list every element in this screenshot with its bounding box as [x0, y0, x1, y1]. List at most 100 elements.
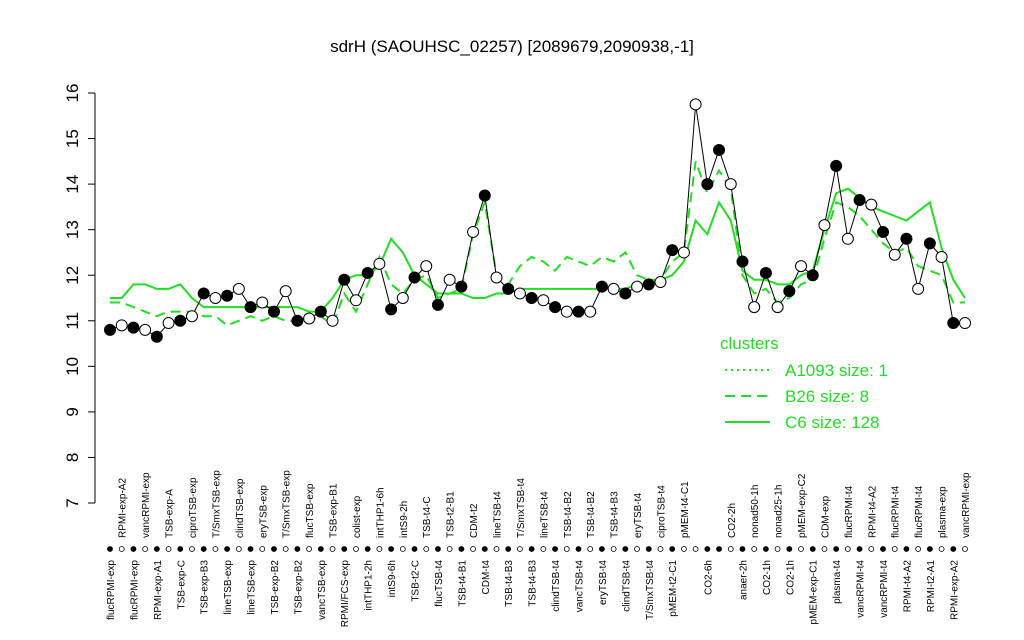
condition-dot — [388, 546, 394, 552]
condition-dot — [634, 546, 640, 552]
condition-dot — [247, 546, 254, 552]
point — [373, 257, 386, 270]
point — [666, 244, 679, 257]
x-tick-label: TSB-exp-B1 — [329, 483, 340, 538]
point — [701, 178, 714, 191]
point — [502, 282, 515, 295]
x-tick-label: TSB-t2-C — [411, 560, 422, 602]
point — [431, 298, 444, 311]
condition-dot — [704, 546, 711, 552]
condition-dot — [856, 546, 863, 552]
x-tick-label: ciproTSB-t4 — [656, 485, 667, 538]
x-tick-label: plasma-exp — [938, 486, 949, 538]
x-tick-label: anaer-2h — [738, 560, 749, 600]
x-tick-label: RPMI-t4-A2 — [867, 485, 878, 538]
x-tick-label: pMEM-exp-C2 — [797, 473, 808, 538]
cluster-line — [110, 160, 965, 327]
y-tick-label: 11 — [63, 312, 82, 330]
x-tick-label: intTHP1-6h — [375, 487, 386, 538]
condition-dot — [153, 546, 160, 552]
point — [279, 285, 292, 298]
point — [455, 280, 468, 293]
condition-dot — [224, 546, 231, 552]
x-tick-label: flucRPMI-t4 — [891, 485, 902, 538]
condition-dot — [528, 546, 535, 552]
point — [713, 143, 726, 156]
x-tick-label: TSB-t4-B3 — [610, 491, 621, 538]
condition-dot — [774, 546, 781, 552]
x-tick-label: nonad25-1h — [774, 485, 785, 538]
y-tick-label: 15 — [63, 129, 82, 148]
condition-dot — [118, 546, 125, 552]
point — [420, 260, 433, 273]
condition-dot — [751, 546, 758, 552]
point — [759, 266, 772, 279]
x-tick-label: lineTSB-t4 — [493, 491, 504, 538]
point — [467, 225, 480, 238]
point — [443, 273, 456, 286]
point — [314, 305, 327, 318]
point — [560, 305, 573, 318]
condition-dot — [329, 546, 336, 552]
x-tick-label: TSB-t4-C — [422, 496, 433, 538]
point — [865, 198, 878, 211]
point — [361, 266, 374, 279]
y-tick-label: 7 — [63, 498, 82, 507]
chart-title: sdrH (SAOUHSC_02257) [2089679,2090938,-1… — [330, 37, 694, 56]
point — [349, 294, 362, 307]
point — [771, 301, 784, 314]
condition-dot — [657, 546, 664, 552]
condition-dot — [142, 546, 149, 552]
point — [326, 314, 339, 327]
y-tick-label: 10 — [63, 357, 82, 376]
x-tick-label: vancRPMI-t4 — [879, 560, 890, 618]
condition-dot — [376, 546, 383, 552]
x-tick-label: plasma-t4 — [832, 560, 843, 604]
point — [607, 282, 620, 295]
condition-dot — [306, 546, 313, 552]
x-tick-label: vancTSB-t4 — [574, 560, 585, 613]
condition-dot — [622, 546, 629, 552]
x-tick-label: CDM-t2 — [469, 503, 480, 538]
condition-dot — [353, 546, 359, 552]
condition-dot — [200, 546, 207, 552]
x-tick-label: flucTSB-exp — [305, 483, 316, 538]
x-tick-label: vancTSB-exp — [317, 560, 328, 620]
x-tick-label: flucRPMI-exp — [129, 560, 140, 620]
x-tick-label: RPMI-exp-A2 — [118, 478, 129, 538]
point — [959, 317, 971, 330]
point — [584, 305, 597, 318]
point — [127, 321, 140, 334]
condition-dot — [739, 546, 746, 552]
condition-dot — [809, 546, 816, 552]
point — [478, 189, 491, 202]
point — [525, 292, 538, 304]
x-tick-label: TSB-t4-B3 — [528, 560, 539, 607]
point — [162, 317, 175, 330]
condition-dot — [458, 546, 465, 552]
point — [303, 312, 316, 325]
condition-dot — [727, 546, 734, 552]
x-tick-label: T/SmxTSB-exp — [211, 470, 222, 538]
condition-dot — [915, 546, 922, 552]
x-tick-label: lineTSB-exp — [247, 560, 258, 615]
condition-dot — [189, 546, 195, 552]
point — [185, 310, 198, 323]
condition-dot — [505, 546, 512, 552]
x-tick-label: eryTSB-exp — [258, 485, 269, 538]
y-tick-label: 12 — [63, 266, 82, 285]
point — [221, 289, 234, 302]
point — [267, 305, 280, 318]
x-tick-label: T/SmxTSB-exp — [282, 470, 293, 538]
point — [900, 232, 913, 245]
x-tick-label: CO2-1h — [785, 560, 796, 595]
x-tick-label: clindTSB-t4 — [551, 560, 562, 612]
point — [830, 159, 843, 172]
legend-label: A1093 size: 1 — [785, 361, 888, 380]
point — [490, 271, 503, 284]
point — [923, 237, 936, 250]
x-tick-label: pMEM-exp-C1 — [809, 560, 820, 625]
condition-dot — [844, 546, 851, 552]
condition-dot — [903, 546, 910, 552]
